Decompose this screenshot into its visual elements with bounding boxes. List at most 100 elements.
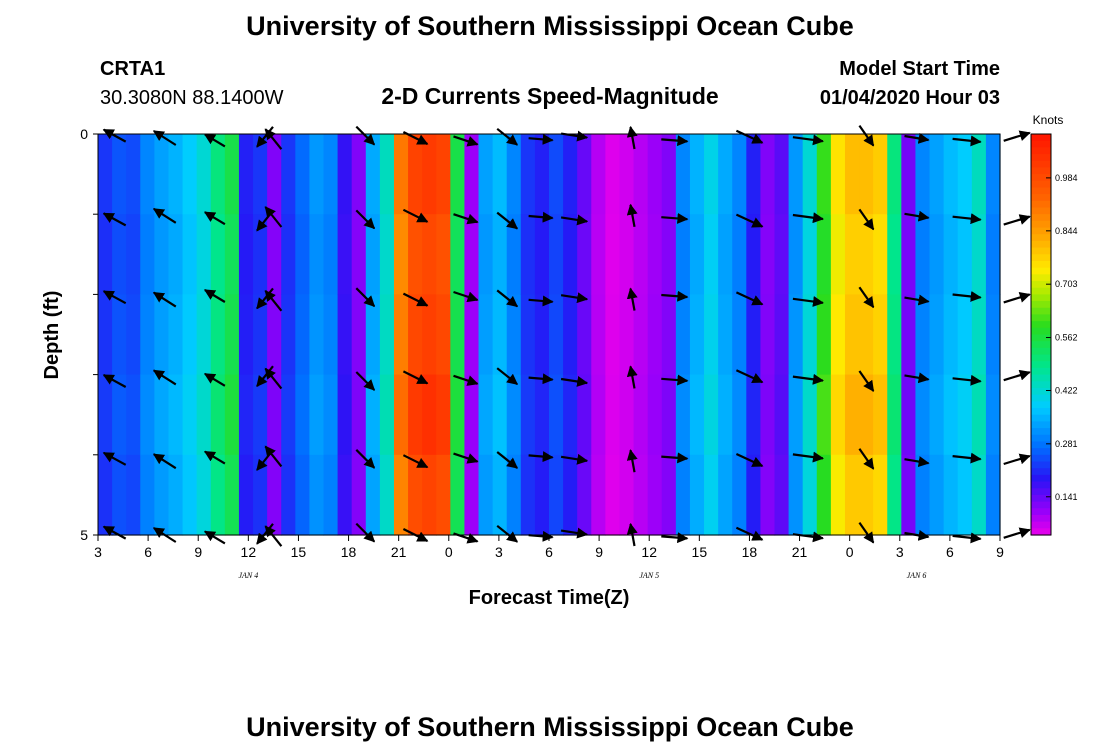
colorbar-swatch [1031,461,1051,469]
heatmap-cell [830,294,846,376]
heatmap-cell [210,374,226,456]
heatmap-cell [393,214,409,295]
heatmap-cell [295,294,310,376]
heatmap-cell [802,214,818,295]
x-tick-label: 3 [94,544,102,560]
heatmap-cell [154,454,170,536]
heatmap-cell [422,134,437,215]
colorbar-swatch [1031,234,1051,242]
heatmap-cell [224,374,240,456]
colorbar-swatch [1031,501,1051,509]
colorbar-swatch [1031,414,1051,422]
colorbar-tick-label: 0.984 [1055,173,1078,183]
colorbar-swatch [1031,341,1051,349]
current-vector [735,369,764,384]
colorbar-swatch [1031,281,1051,289]
colorbar-swatch [1031,147,1051,155]
heatmap-cell [492,294,508,376]
heatmap-cell [210,294,226,376]
x-tick-label: 9 [595,544,603,560]
colorbar-swatch [1031,314,1051,322]
colorbar-swatch [1031,441,1051,449]
heatmap-cell [915,374,931,456]
heatmap-cell [887,454,902,536]
heatmap-cell [732,294,747,376]
current-vector [858,370,875,392]
heatmap-cell [915,294,931,376]
current-vector [735,453,764,467]
heatmap-cell [506,214,522,295]
heatmap-cell [492,134,508,215]
current-vector [952,135,982,147]
heatmap-cell [534,134,550,215]
heatmap-cell [450,214,466,295]
heatmap-cell [534,454,550,536]
heatmap-cell [746,134,761,215]
colorbar-swatch [1031,240,1051,249]
colorbar-swatch [1031,321,1051,329]
x-tick-label: 9 [194,544,202,560]
heatmap-cell [718,214,733,295]
colorbar-swatch [1031,521,1051,529]
current-vector [661,532,689,544]
heatmap-cell [168,134,184,215]
day-label: JAN 6 [907,571,927,580]
heatmap-cell [520,374,536,456]
heatmap-cell [182,134,198,215]
heatmap-cell [351,294,367,376]
heatmap-cell [253,294,268,376]
heatmap-cell [704,134,719,215]
heatmap-cell [633,374,649,456]
colorbar-swatch [1031,474,1051,483]
colorbar-swatch [1031,134,1051,142]
heatmap-cell [985,294,1001,376]
heatmap-cell [323,454,339,536]
heatmap-cell [253,134,268,215]
heatmap-cell [830,374,846,456]
station-id: CRTA1 [100,58,165,80]
heatmap-cell [957,294,973,376]
heatmap-cell [577,214,592,295]
current-vector [626,203,638,227]
x-tick-label: 21 [792,544,808,560]
current-vector [858,521,875,544]
heatmap-cell [957,454,973,536]
current-vector [496,451,519,469]
heatmap-cell [182,294,198,376]
heatmap-cell [337,214,353,295]
colorbar-swatch [1031,214,1051,222]
heatmap-cell [365,374,381,456]
heatmap-cell [577,454,592,536]
x-tick-label: 0 [846,544,854,560]
colorbar-swatch [1031,334,1051,342]
model-start-value: 01/04/2020 Hour 03 [820,87,1000,109]
heatmap-cell [196,134,212,215]
station-coordinates: 30.3080N 88.1400W [100,87,284,109]
current-vector [1003,369,1031,382]
footer-title: University of Southern Mississippi Ocean… [246,712,854,742]
colorbar-swatch [1031,454,1051,463]
heatmap-cell [281,214,296,295]
colorbar: 0.984 0.844 0.703 0.562 0.422 0.281 0.141 [1030,133,1078,536]
heatmap-cell [393,374,409,456]
current-vector [102,128,127,143]
heatmap-cell [549,214,564,295]
heatmap-cell [506,374,522,456]
heatmap-cell [323,374,339,456]
heatmap-cell [436,214,451,295]
colorbar-tick-label: 0.281 [1055,439,1078,449]
colorbar-swatch [1031,274,1051,282]
current-vector [1003,453,1031,466]
colorbar-swatch [1031,488,1051,496]
heatmap-cell [619,134,635,215]
x-tick-label: 6 [946,544,954,560]
heatmap-cell [859,214,874,295]
current-vector [496,289,519,308]
heatmap-cell [563,454,578,536]
heatmap-cell [549,374,564,456]
heatmap-cell [98,134,113,215]
current-vector [203,530,226,545]
heatmap-cell [422,374,437,456]
y-axis-ticks: 05 [80,126,98,543]
